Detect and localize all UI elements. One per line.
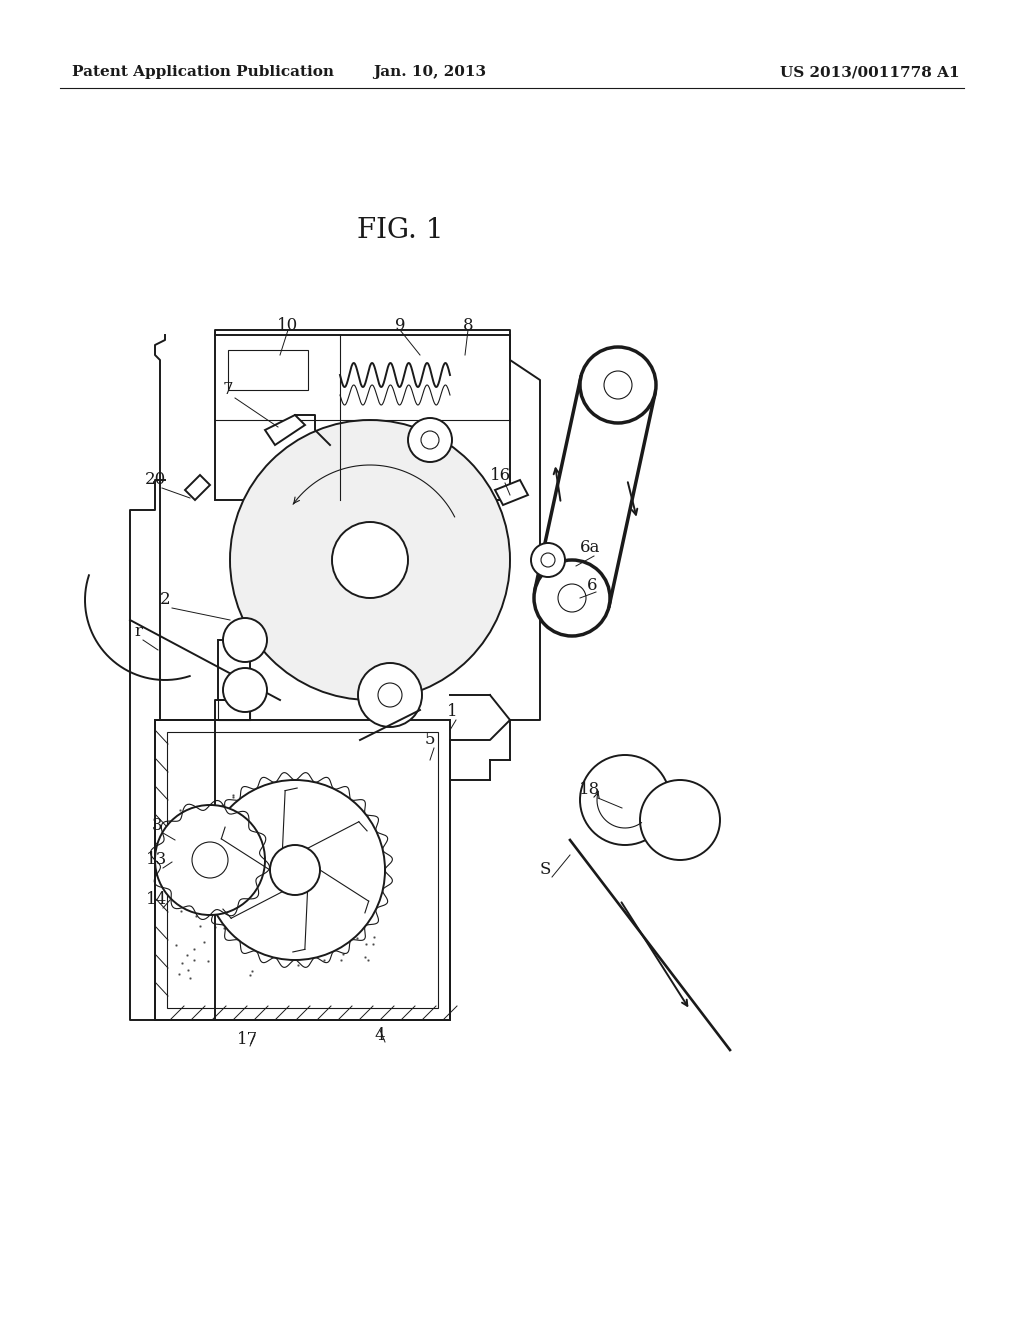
Circle shape bbox=[534, 560, 610, 636]
Circle shape bbox=[155, 805, 265, 915]
Text: 17: 17 bbox=[238, 1031, 259, 1048]
Text: 18: 18 bbox=[580, 781, 601, 799]
Circle shape bbox=[408, 418, 452, 462]
Bar bbox=[218, 640, 250, 700]
Text: 1: 1 bbox=[446, 704, 458, 721]
Circle shape bbox=[332, 521, 408, 598]
Circle shape bbox=[270, 845, 319, 895]
Circle shape bbox=[558, 583, 586, 612]
Text: 5: 5 bbox=[425, 731, 435, 748]
Circle shape bbox=[223, 618, 267, 663]
Circle shape bbox=[230, 420, 510, 700]
Text: 14: 14 bbox=[146, 891, 168, 908]
Text: r: r bbox=[134, 623, 142, 640]
Text: FIG. 1: FIG. 1 bbox=[356, 216, 443, 243]
Polygon shape bbox=[265, 414, 305, 445]
Circle shape bbox=[378, 682, 402, 708]
Circle shape bbox=[223, 668, 267, 711]
Text: 7: 7 bbox=[222, 381, 233, 399]
Text: 10: 10 bbox=[278, 317, 299, 334]
Circle shape bbox=[205, 780, 385, 960]
Polygon shape bbox=[185, 475, 210, 500]
Circle shape bbox=[604, 371, 632, 399]
Bar bbox=[167, 733, 438, 1008]
Text: Jan. 10, 2013: Jan. 10, 2013 bbox=[374, 65, 486, 79]
Circle shape bbox=[358, 663, 422, 727]
Circle shape bbox=[421, 432, 439, 449]
Bar bbox=[215, 335, 510, 500]
Text: Patent Application Publication: Patent Application Publication bbox=[72, 65, 334, 79]
Text: 20: 20 bbox=[144, 471, 166, 488]
Text: S: S bbox=[540, 862, 551, 879]
Circle shape bbox=[531, 543, 565, 577]
Text: 6: 6 bbox=[587, 577, 597, 594]
Bar bbox=[228, 350, 308, 389]
Text: 2: 2 bbox=[160, 591, 170, 609]
Bar bbox=[155, 719, 450, 1020]
Text: 9: 9 bbox=[394, 317, 406, 334]
Text: 16: 16 bbox=[489, 466, 511, 483]
Text: 3: 3 bbox=[152, 817, 163, 833]
Text: 13: 13 bbox=[146, 851, 168, 869]
Text: 8: 8 bbox=[463, 317, 473, 334]
Circle shape bbox=[541, 553, 555, 568]
Polygon shape bbox=[495, 480, 528, 506]
Circle shape bbox=[580, 347, 656, 422]
Text: 4: 4 bbox=[375, 1027, 385, 1044]
Circle shape bbox=[193, 842, 228, 878]
Circle shape bbox=[640, 780, 720, 861]
Text: 6a: 6a bbox=[580, 540, 600, 557]
Text: US 2013/0011778 A1: US 2013/0011778 A1 bbox=[780, 65, 959, 79]
Circle shape bbox=[580, 755, 670, 845]
